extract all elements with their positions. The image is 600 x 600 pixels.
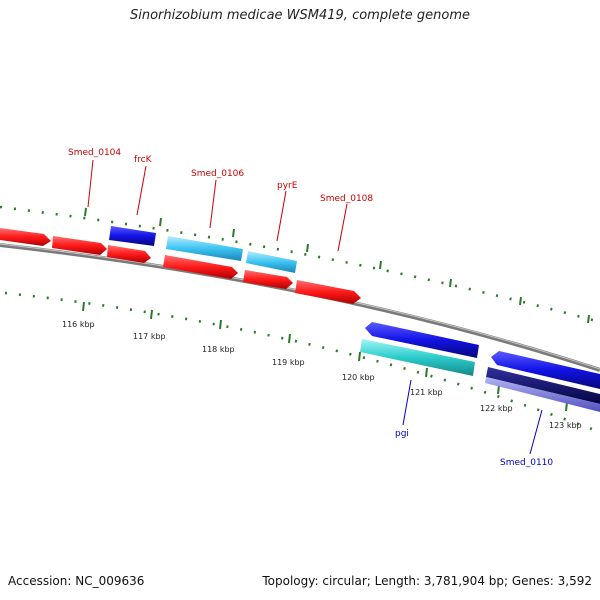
lower-tick bbox=[150, 309, 153, 320]
upper-tick bbox=[306, 243, 309, 253]
upper-tick bbox=[379, 260, 382, 270]
lower-tick bbox=[425, 367, 428, 378]
forward-lane-lower bbox=[107, 245, 361, 304]
gene-pgi[interactable] bbox=[360, 339, 475, 376]
gene-smed-0106[interactable] bbox=[166, 236, 243, 261]
gene-frck[interactable] bbox=[109, 226, 156, 246]
lower-tick bbox=[497, 384, 500, 395]
gene-smed-0104[interactable] bbox=[107, 245, 151, 263]
smed-0104-leader bbox=[87, 159, 94, 208]
ruler-label-122: 122 kbp bbox=[480, 404, 513, 413]
accession-text: Accession: NC_009636 bbox=[8, 574, 145, 588]
gene-reverse-purple[interactable] bbox=[485, 377, 600, 412]
reverse-lane bbox=[360, 322, 600, 412]
lower-tick bbox=[288, 333, 291, 344]
frck-leader bbox=[136, 165, 147, 216]
lower-tick bbox=[82, 301, 85, 312]
smed-0108-label[interactable]: Smed_0108 bbox=[320, 194, 373, 204]
gene-forward[interactable] bbox=[52, 236, 107, 255]
lower-tick bbox=[219, 319, 222, 330]
upper-tick bbox=[84, 207, 87, 217]
upper-tick bbox=[159, 217, 162, 227]
frck-label[interactable]: frcK bbox=[134, 155, 153, 165]
smed-0106-label[interactable]: Smed_0106 bbox=[191, 169, 244, 179]
ruler-label-118: 118 kbp bbox=[202, 345, 235, 354]
gene-forward[interactable] bbox=[243, 270, 293, 289]
gene-reverse[interactable] bbox=[365, 322, 479, 358]
ruler-label-123: 123 kbp bbox=[549, 421, 582, 430]
gene-smed-0110[interactable] bbox=[486, 367, 600, 404]
genome-backbone-highlight bbox=[0, 243, 600, 370]
gene-pyre[interactable] bbox=[246, 251, 297, 273]
smed-0110-label[interactable]: Smed_0110 bbox=[500, 458, 553, 468]
pyre-label[interactable]: pyrE bbox=[277, 181, 298, 191]
forward-lane-upper bbox=[0, 226, 297, 273]
gene-forward[interactable] bbox=[0, 228, 51, 246]
smed-0110-leader bbox=[529, 409, 543, 455]
upper-tick bbox=[232, 228, 235, 238]
gene-reverse[interactable] bbox=[491, 351, 600, 389]
upper-tick bbox=[519, 296, 522, 306]
ruler-label-121: 121 kbp bbox=[410, 388, 443, 397]
ruler-label-116: 116 kbp bbox=[62, 320, 95, 329]
lower-tick bbox=[358, 351, 361, 362]
pyre-leader bbox=[276, 190, 287, 242]
smed-0108-leader bbox=[337, 203, 348, 252]
genome-backbone bbox=[0, 243, 600, 372]
pgi-label[interactable]: pgi bbox=[395, 429, 409, 439]
upper-tick bbox=[449, 278, 452, 288]
smed-0104-label[interactable]: Smed_0104 bbox=[68, 148, 121, 158]
ruler-label-120: 120 kbp bbox=[342, 373, 375, 382]
ruler-label-119: 119 kbp bbox=[272, 358, 305, 367]
map-title: Sinorhizobium medicae WSM419, complete g… bbox=[129, 8, 471, 23]
gene-smed-0108[interactable] bbox=[295, 280, 361, 304]
upper-ruler bbox=[0, 205, 600, 324]
pgi-leader bbox=[402, 379, 412, 426]
gene-forward[interactable] bbox=[163, 255, 238, 279]
ruler-label-117: 117 kbp bbox=[133, 332, 166, 341]
smed-0106-leader bbox=[209, 179, 217, 229]
upper-tick bbox=[587, 314, 590, 324]
genome-stats-text: Topology: circular; Length: 3,781,904 bp… bbox=[262, 574, 592, 588]
